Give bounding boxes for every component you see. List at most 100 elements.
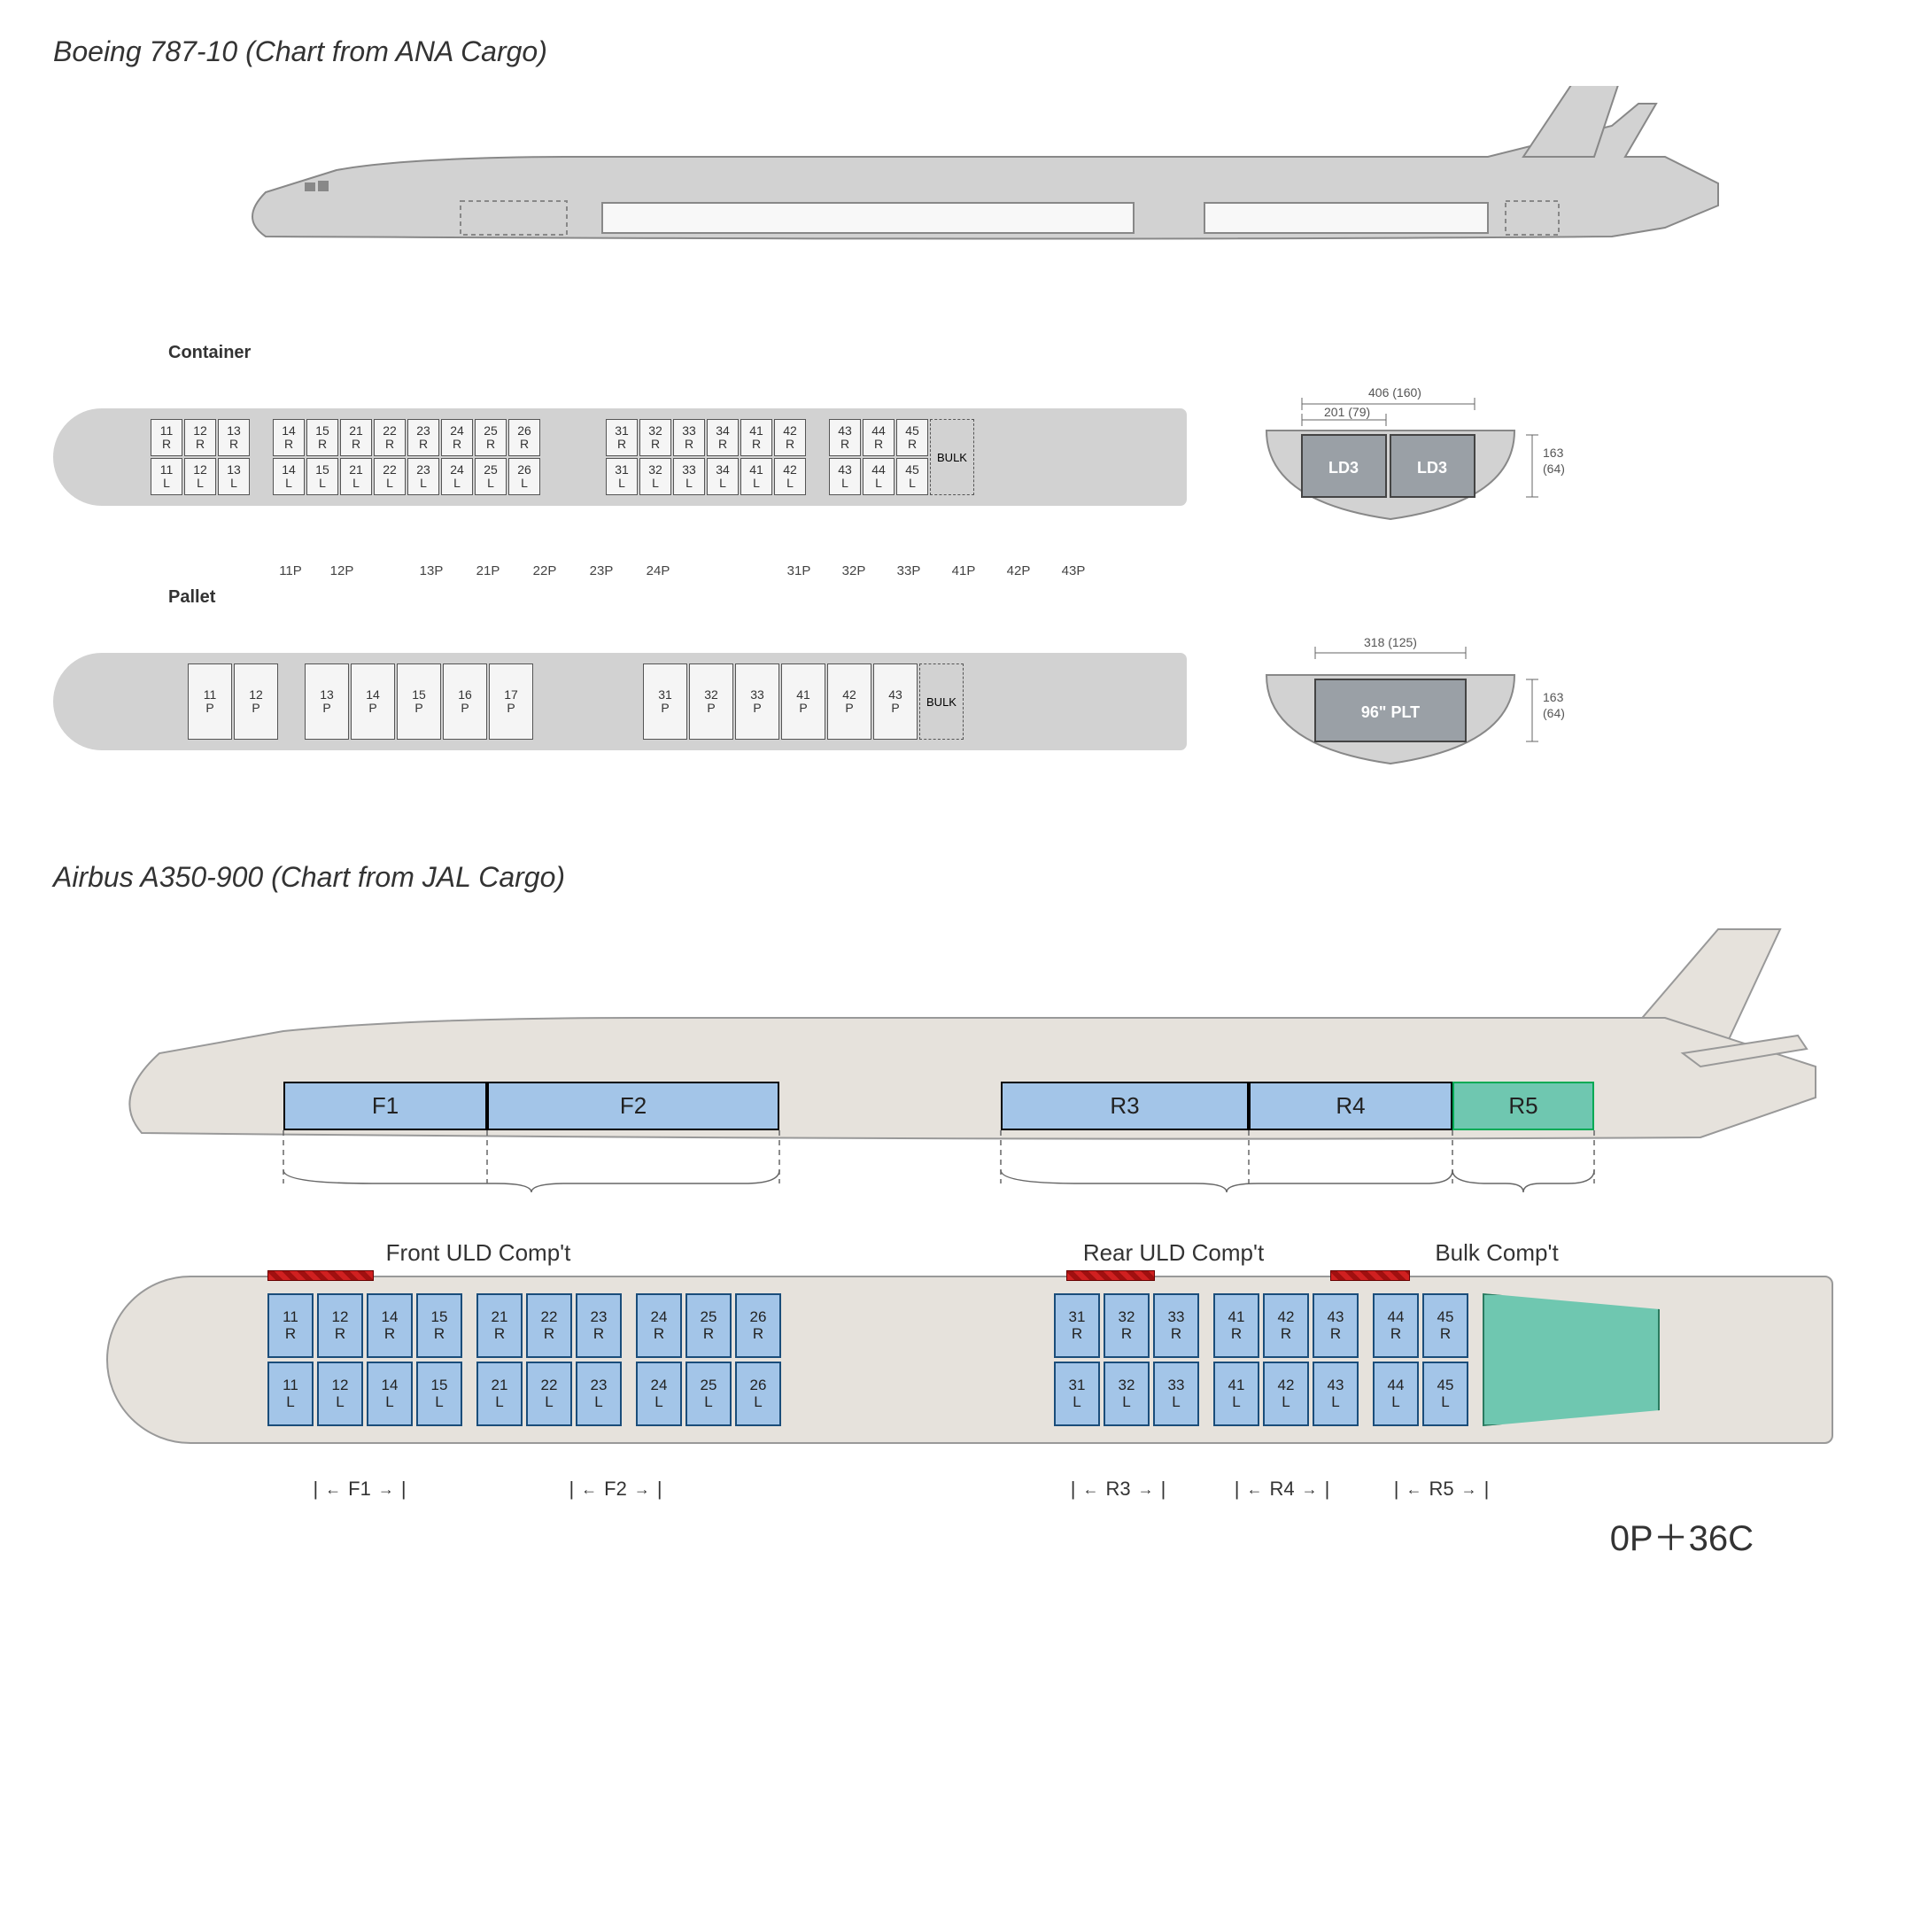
pallet-cell: 17P bbox=[489, 663, 533, 740]
airbus-cell: 11L bbox=[267, 1362, 314, 1426]
bulk-cell: BULK bbox=[919, 663, 964, 740]
range-segment: |←R3→| bbox=[1036, 1478, 1200, 1501]
airbus-bulk bbox=[1483, 1293, 1660, 1426]
container-cell: 32L bbox=[639, 458, 671, 495]
airbus-range-labels: |←F1→||←F2→||←R3→||←R4→||←R5→| bbox=[259, 1478, 1860, 1501]
container-cell: 11L bbox=[151, 458, 182, 495]
p-label: 24P bbox=[631, 563, 685, 578]
p-label: 32P bbox=[827, 563, 880, 578]
container-cell: 45L bbox=[896, 458, 928, 495]
pallet-cell: 11P bbox=[188, 663, 232, 740]
airbus-cell: 26R bbox=[735, 1293, 781, 1358]
bulk-cell: BULK bbox=[930, 419, 974, 495]
pallet-cell: 13P bbox=[305, 663, 349, 740]
boeing-pallet-hull: 11P12P13P14P15P16P17P31P32P33P41P42P43PB… bbox=[53, 653, 1187, 750]
pallet-subtitle: Pallet bbox=[168, 587, 1860, 608]
pallet-cell: 42P bbox=[827, 663, 871, 740]
pallet-cell: 41P bbox=[781, 663, 825, 740]
airbus-cell: 12L bbox=[317, 1362, 363, 1426]
p-label: 12P bbox=[317, 563, 367, 578]
airbus-cell: 22L bbox=[526, 1362, 572, 1426]
container-cell: 13L bbox=[218, 458, 250, 495]
container-cell: 45R bbox=[896, 419, 928, 456]
boeing-container-cross: LD3 LD3 406 (160) 201 (79) 163 (64) bbox=[1213, 369, 1585, 546]
boeing-section: Boeing 787-10 (Chart from ANA Cargo) Con… bbox=[53, 35, 1860, 790]
container-subtitle: Container bbox=[168, 343, 1860, 363]
airbus-cell: 23R bbox=[576, 1293, 622, 1358]
container-cell: 11R bbox=[151, 419, 182, 456]
airbus-cell: 15L bbox=[416, 1362, 462, 1426]
airbus-cell: 24R bbox=[636, 1293, 682, 1358]
boeing-pallet-plan: 11P12P13P14P15P16P17P31P32P33P41P42P43PB… bbox=[53, 613, 1860, 790]
airbus-cell: 33L bbox=[1153, 1362, 1199, 1426]
boeing-container-plan: 11R11L12R12L13R13L14R14L15R15L21R21L22R2… bbox=[53, 369, 1860, 546]
pallet-cell: 16P bbox=[443, 663, 487, 740]
pallet-cell: 14P bbox=[351, 663, 395, 740]
container-cell: 43R bbox=[829, 419, 861, 456]
pallet-cell: 43P bbox=[873, 663, 918, 740]
airbus-cell: 33R bbox=[1153, 1293, 1199, 1358]
airbus-side-view: F1 F2 R3 R4 R5 bbox=[106, 912, 1833, 1230]
bulk-label: Bulk Comp't bbox=[1399, 1239, 1594, 1267]
airbus-cell: 41R bbox=[1213, 1293, 1259, 1358]
airbus-cell: 31L bbox=[1054, 1362, 1100, 1426]
airbus-cell: 41L bbox=[1213, 1362, 1259, 1426]
airbus-cell: 32L bbox=[1104, 1362, 1150, 1426]
airbus-cell: 14L bbox=[367, 1362, 413, 1426]
airbus-cell: 42R bbox=[1263, 1293, 1309, 1358]
range-segment: |←R5→| bbox=[1364, 1478, 1519, 1501]
rear-uld-label: Rear ULD Comp't bbox=[948, 1239, 1399, 1267]
pallet-cell: 12P bbox=[234, 663, 278, 740]
airbus-cell: 26L bbox=[735, 1362, 781, 1426]
container-cell: 26L bbox=[508, 458, 540, 495]
container-cell: 14R bbox=[273, 419, 305, 456]
svg-text:163: 163 bbox=[1543, 446, 1564, 460]
p-label: 13P bbox=[404, 563, 459, 578]
svg-text:(64): (64) bbox=[1543, 706, 1565, 720]
boeing-p-labels: 11P12P13P21P22P23P24P31P32P33P41P42P43P bbox=[266, 563, 1860, 578]
cargo-door-icon bbox=[1066, 1270, 1155, 1281]
comp-f1: F1 bbox=[283, 1082, 487, 1130]
container-cell: 31R bbox=[606, 419, 638, 456]
container-cell: 41R bbox=[740, 419, 772, 456]
container-cell: 33L bbox=[673, 458, 705, 495]
svg-text:406 (160): 406 (160) bbox=[1368, 385, 1421, 400]
airbus-title: Airbus A350-900 (Chart from JAL Cargo) bbox=[53, 861, 1860, 894]
airbus-cell: 43L bbox=[1313, 1362, 1359, 1426]
pallet-cell: 31P bbox=[643, 663, 687, 740]
airbus-section: Airbus A350-900 (Chart from JAL Cargo) F… bbox=[53, 861, 1860, 1561]
range-segment: |←F2→| bbox=[461, 1478, 771, 1501]
p-label: 42P bbox=[992, 563, 1045, 578]
p-label: 43P bbox=[1047, 563, 1100, 578]
airbus-summary: 0P＋36C bbox=[53, 1509, 1754, 1561]
container-cell: 33R bbox=[673, 419, 705, 456]
container-cell: 23R bbox=[407, 419, 439, 456]
boeing-title: Boeing 787-10 (Chart from ANA Cargo) bbox=[53, 35, 1860, 68]
container-cell: 42R bbox=[774, 419, 806, 456]
container-cell: 24R bbox=[441, 419, 473, 456]
container-cell: 13R bbox=[218, 419, 250, 456]
svg-text:(64): (64) bbox=[1543, 462, 1565, 476]
airbus-cell: 12R bbox=[317, 1293, 363, 1358]
front-uld-label: Front ULD Comp't bbox=[230, 1239, 726, 1267]
airbus-comp-labels: Front ULD Comp't Rear ULD Comp't Bulk Co… bbox=[230, 1239, 1860, 1267]
p-label: 11P bbox=[266, 563, 315, 578]
airbus-cell: 22R bbox=[526, 1293, 572, 1358]
container-cell: 23L bbox=[407, 458, 439, 495]
container-cell: 21L bbox=[340, 458, 372, 495]
airbus-cell: 43R bbox=[1313, 1293, 1359, 1358]
container-cell: 12L bbox=[184, 458, 216, 495]
p-label: 22P bbox=[517, 563, 572, 578]
boeing-pallet-cross: 96" PLT 318 (125) 163 (64) bbox=[1213, 613, 1585, 790]
p-label: 33P bbox=[882, 563, 935, 578]
airbus-cell: 14R bbox=[367, 1293, 413, 1358]
p-label: 41P bbox=[937, 563, 990, 578]
pallet-cell: 15P bbox=[397, 663, 441, 740]
container-cell: 26R bbox=[508, 419, 540, 456]
airbus-cell: 42L bbox=[1263, 1362, 1309, 1426]
container-cell: 31L bbox=[606, 458, 638, 495]
plt-label: 96" PLT bbox=[1361, 703, 1420, 721]
airbus-cell: 44R bbox=[1373, 1293, 1419, 1358]
container-cell: 32R bbox=[639, 419, 671, 456]
comp-f2: F2 bbox=[487, 1082, 779, 1130]
